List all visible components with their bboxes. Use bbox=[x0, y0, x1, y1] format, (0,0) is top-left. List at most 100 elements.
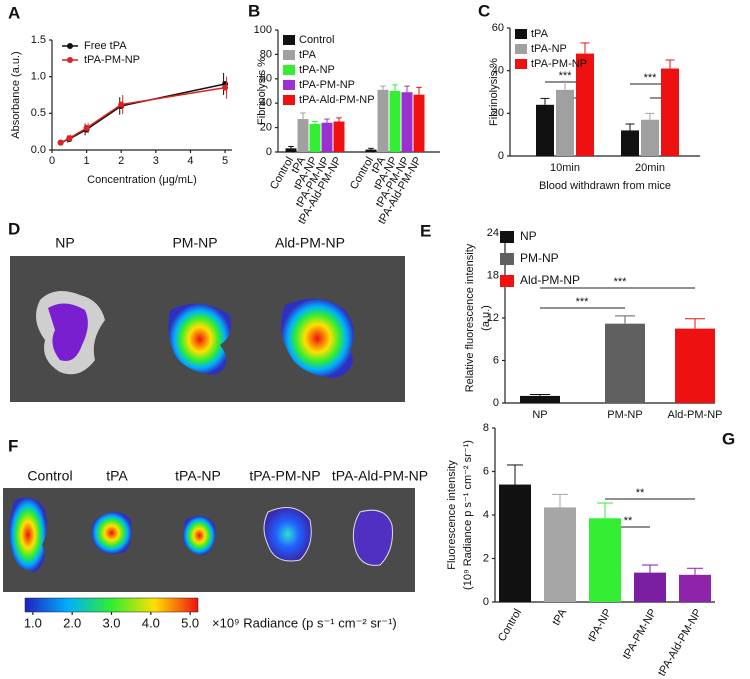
y-tick-label: 2 bbox=[483, 552, 489, 564]
x-tick-label: 4 bbox=[187, 155, 193, 167]
legend-label: NP bbox=[520, 229, 537, 243]
legend-label: tPA-PM-NP bbox=[299, 79, 355, 91]
panel-letter: E bbox=[420, 221, 431, 240]
x-tick-label: 10min bbox=[550, 162, 580, 174]
y-tick-label: 80 bbox=[260, 48, 272, 60]
y-tick-label: 8 bbox=[483, 422, 489, 434]
legend-label: Ald-PM-NP bbox=[520, 273, 580, 287]
image-label: tPA bbox=[106, 468, 128, 484]
y-tick-label: 40 bbox=[492, 65, 504, 77]
colorbar-tick-label: 3.0 bbox=[102, 615, 120, 630]
panel-letter: A bbox=[8, 3, 20, 22]
legend-label: Free tPA bbox=[84, 40, 127, 52]
bar bbox=[377, 89, 389, 152]
image-label: NP bbox=[55, 235, 74, 251]
legend-label: tPA bbox=[299, 49, 317, 61]
legend-label: PM-NP bbox=[520, 251, 559, 265]
x-tick-label: 20min bbox=[635, 162, 665, 174]
bar bbox=[679, 574, 711, 602]
legend-swatch bbox=[283, 65, 295, 75]
y-tick-label: 12 bbox=[487, 312, 499, 324]
image-d bbox=[10, 256, 405, 402]
y-tick-label: 4 bbox=[483, 509, 489, 521]
significance-label: *** bbox=[614, 276, 628, 288]
bar bbox=[520, 395, 560, 403]
significance-label: *** bbox=[559, 70, 573, 82]
colorbar-tick-label: 1.0 bbox=[24, 615, 42, 630]
panel-letter: B bbox=[248, 1, 260, 20]
y-tick-label: 0 bbox=[498, 150, 504, 162]
y-tick-label: 60 bbox=[492, 22, 504, 34]
y-tick-label: 0 bbox=[493, 397, 499, 409]
significance-label: ** bbox=[624, 515, 633, 527]
x-tick-label: tPA-Ald-PM-NP bbox=[656, 607, 704, 678]
legend-label: tPA-NP bbox=[531, 43, 567, 55]
y-tick-label: 24 bbox=[487, 227, 499, 239]
marker bbox=[222, 84, 229, 91]
legend-label: tPA bbox=[531, 28, 549, 40]
bar bbox=[333, 121, 345, 152]
marker bbox=[118, 101, 125, 108]
bar bbox=[641, 119, 659, 156]
legend-swatch bbox=[283, 50, 295, 60]
legend-swatch bbox=[283, 95, 295, 105]
y-tick-label: 20 bbox=[492, 107, 504, 119]
y-axis-label: Relative fluorescence intensity bbox=[464, 243, 476, 392]
legend-label: tPA-PM-NP bbox=[531, 58, 587, 70]
y-tick-label: 18 bbox=[487, 269, 499, 281]
legend-swatch bbox=[515, 29, 527, 39]
bar bbox=[621, 130, 639, 156]
colorbar-tick-label: 4.0 bbox=[142, 615, 160, 630]
legend-swatch bbox=[283, 80, 295, 90]
bar bbox=[389, 91, 401, 152]
bar bbox=[589, 518, 621, 602]
image-label: Control bbox=[27, 468, 72, 484]
bar bbox=[544, 507, 576, 602]
legend-label: Control bbox=[299, 34, 334, 46]
y-tick-label: 20 bbox=[260, 122, 272, 134]
x-tick-label: tPA-NP bbox=[586, 607, 614, 644]
bar bbox=[365, 149, 377, 152]
x-tick-label: 2 bbox=[118, 155, 124, 167]
bar bbox=[297, 119, 309, 152]
legend-label: tPA-Ald-PM-NP bbox=[299, 94, 375, 106]
bar bbox=[401, 92, 413, 152]
y-tick-label: 1.0 bbox=[31, 71, 46, 83]
x-tick-label: 3 bbox=[153, 155, 159, 167]
y-tick-label: 1.5 bbox=[31, 34, 46, 46]
y-tick-label: 0 bbox=[266, 146, 272, 158]
significance-label: *** bbox=[576, 296, 590, 308]
colorbar-tick-label: 5.0 bbox=[181, 615, 199, 630]
image-label: tPA-NP bbox=[175, 468, 221, 484]
x-tick-label: tPA bbox=[550, 606, 569, 627]
significance-label: ** bbox=[636, 487, 645, 499]
marker bbox=[57, 139, 64, 146]
bar bbox=[661, 68, 679, 156]
panel-letter: D bbox=[8, 219, 20, 238]
image-label: tPA-Ald-PM-NP bbox=[332, 468, 428, 484]
x-axis-label: Blood withdrawn from mice bbox=[539, 180, 671, 192]
bar bbox=[285, 148, 297, 152]
image-label: PM-NP bbox=[172, 235, 217, 251]
y-axis-label: Fluorescence intensity bbox=[446, 460, 458, 570]
legend-marker bbox=[67, 43, 73, 49]
legend-swatch bbox=[500, 275, 514, 287]
bar bbox=[605, 323, 645, 403]
legend-label: tPA-PM-NP bbox=[84, 54, 140, 66]
y-tick-label: 60 bbox=[260, 73, 272, 85]
bar bbox=[499, 484, 531, 602]
y-axis-label: (a.u.) bbox=[480, 305, 492, 331]
bar bbox=[556, 89, 574, 156]
y-tick-label: 6 bbox=[493, 354, 499, 366]
bar bbox=[675, 328, 715, 403]
marker bbox=[83, 125, 90, 131]
x-tick-label: 5 bbox=[222, 155, 228, 167]
bar bbox=[413, 94, 425, 152]
legend-swatch bbox=[283, 35, 295, 45]
y-axis-label: Absorbance (a.u.) bbox=[10, 51, 22, 138]
x-tick-label: 0 bbox=[49, 155, 55, 167]
legend-swatch bbox=[515, 44, 527, 54]
x-tick-label: tPA-PM-NP bbox=[621, 607, 659, 662]
y-tick-label: 0.0 bbox=[31, 144, 46, 156]
